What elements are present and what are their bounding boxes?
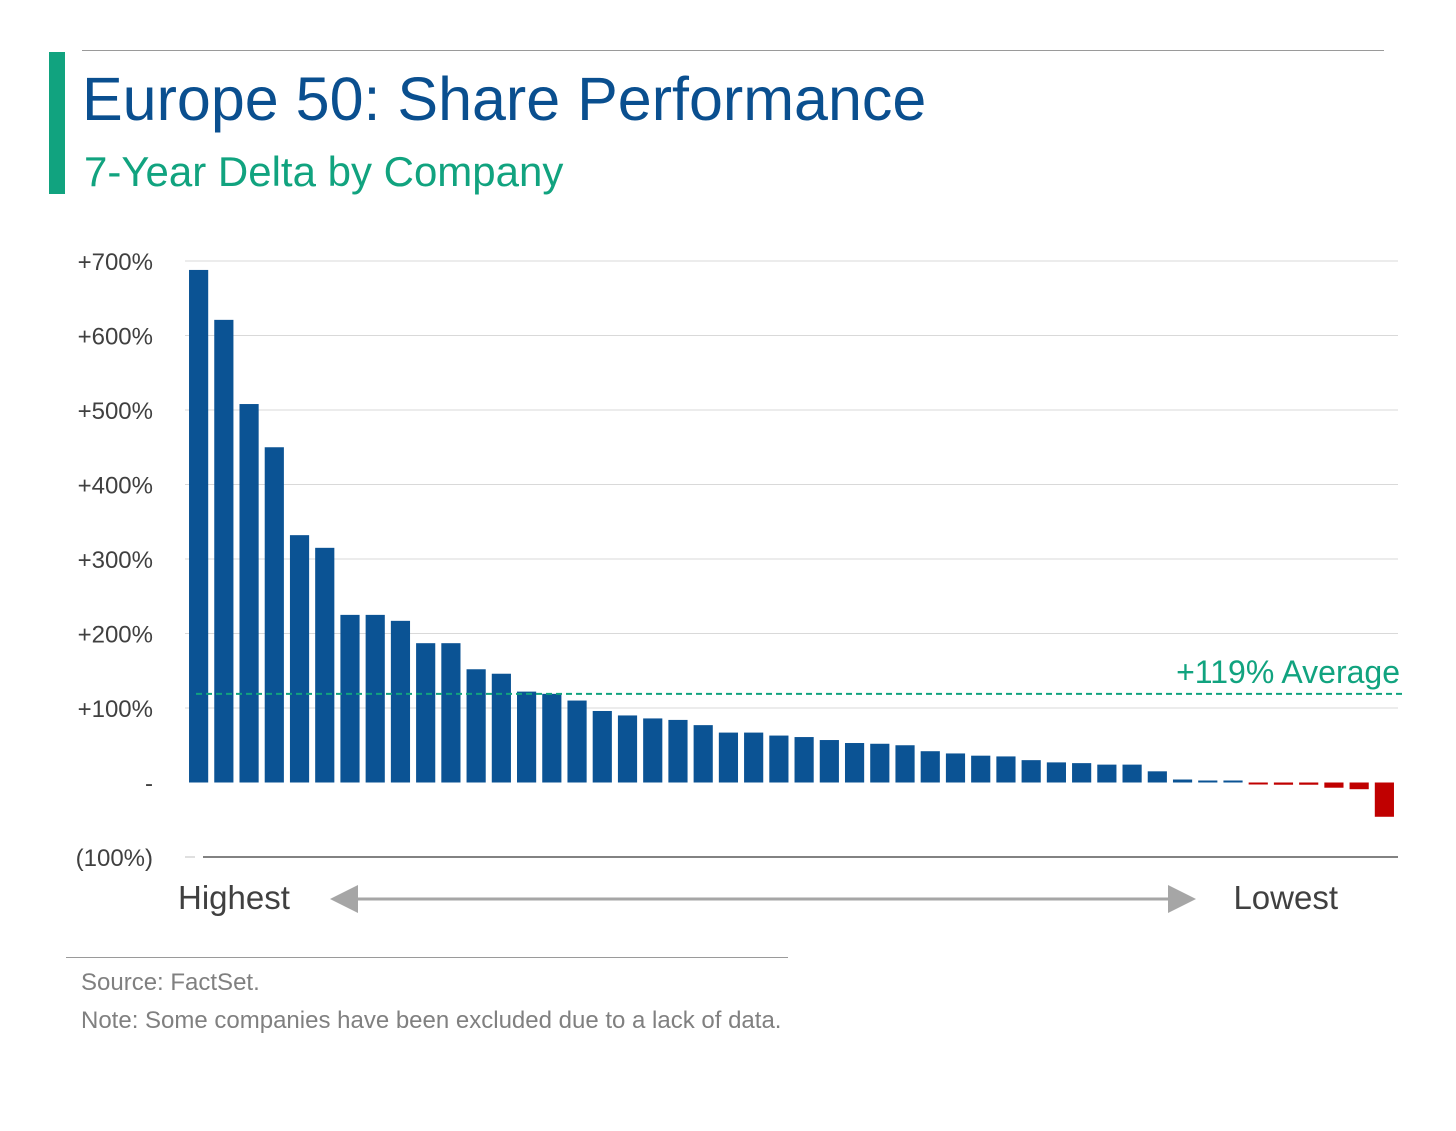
y-tick-label: +600% — [78, 324, 153, 351]
bar — [214, 319, 234, 783]
bar — [844, 743, 865, 783]
bar — [1021, 760, 1041, 783]
bar — [718, 732, 739, 783]
chart-title: Europe 50: Share Performance — [82, 65, 927, 133]
bar — [365, 614, 385, 783]
bar — [617, 715, 638, 783]
bar — [895, 745, 915, 783]
y-tick-label: +100% — [78, 696, 153, 723]
bar — [693, 725, 713, 783]
bar — [920, 751, 940, 783]
bar — [491, 673, 511, 783]
bar — [971, 755, 991, 783]
bar — [1072, 763, 1092, 783]
bar — [794, 737, 814, 783]
bar — [289, 535, 310, 783]
bar-chart: +700% +600% +500% +400% +300% +200% +100% - (100… — [76, 249, 1402, 916]
bar — [1147, 771, 1167, 783]
bar — [1172, 779, 1193, 783]
bar — [466, 669, 486, 783]
bar — [390, 620, 411, 783]
bar — [315, 547, 335, 783]
y-tick-label: +400% — [78, 473, 153, 500]
bar — [1349, 782, 1369, 790]
bar — [870, 743, 890, 783]
bar — [264, 447, 284, 783]
bar — [1299, 782, 1319, 785]
bar — [945, 753, 966, 783]
bar — [643, 718, 663, 783]
bar — [1046, 762, 1066, 783]
y-tick-label: +200% — [78, 622, 153, 649]
order-arrow-left-head — [330, 885, 358, 913]
bar — [668, 719, 688, 783]
y-tick-label: +300% — [78, 547, 153, 574]
lowest-label: Lowest — [1233, 879, 1338, 916]
bar — [416, 643, 436, 783]
bar — [996, 756, 1016, 783]
average-label: +119% Average — [1176, 654, 1400, 690]
bar — [239, 404, 259, 783]
y-tick-label: (100%) — [76, 845, 153, 872]
footer-rule — [66, 957, 788, 958]
source-note: Source: FactSet. — [81, 969, 260, 996]
exclusion-note: Note: Some companies have been excluded … — [81, 1007, 782, 1034]
bar — [441, 643, 461, 783]
order-arrow-right-head — [1168, 885, 1196, 913]
bar — [1324, 782, 1344, 788]
bar — [517, 691, 537, 783]
bar — [1248, 782, 1268, 785]
bar — [189, 269, 209, 783]
bar — [592, 710, 612, 783]
bar — [340, 614, 360, 783]
bar — [1374, 782, 1394, 817]
bar — [819, 740, 839, 783]
y-tick-label: - — [145, 771, 153, 798]
highest-label: Highest — [178, 879, 290, 916]
bar — [744, 732, 764, 783]
y-tick-label: +500% — [78, 398, 153, 425]
chart-subtitle: 7-Year Delta by Company — [84, 148, 564, 195]
bar — [542, 693, 562, 783]
bar — [1122, 764, 1142, 783]
y-tick-label: +700% — [78, 249, 153, 276]
bar — [567, 700, 587, 783]
accent-bar — [49, 52, 65, 194]
bar — [1223, 780, 1243, 783]
top-rule — [82, 50, 1384, 51]
bar — [1097, 764, 1117, 783]
bar — [1273, 782, 1294, 785]
bar — [1198, 780, 1218, 783]
bar — [769, 735, 789, 783]
